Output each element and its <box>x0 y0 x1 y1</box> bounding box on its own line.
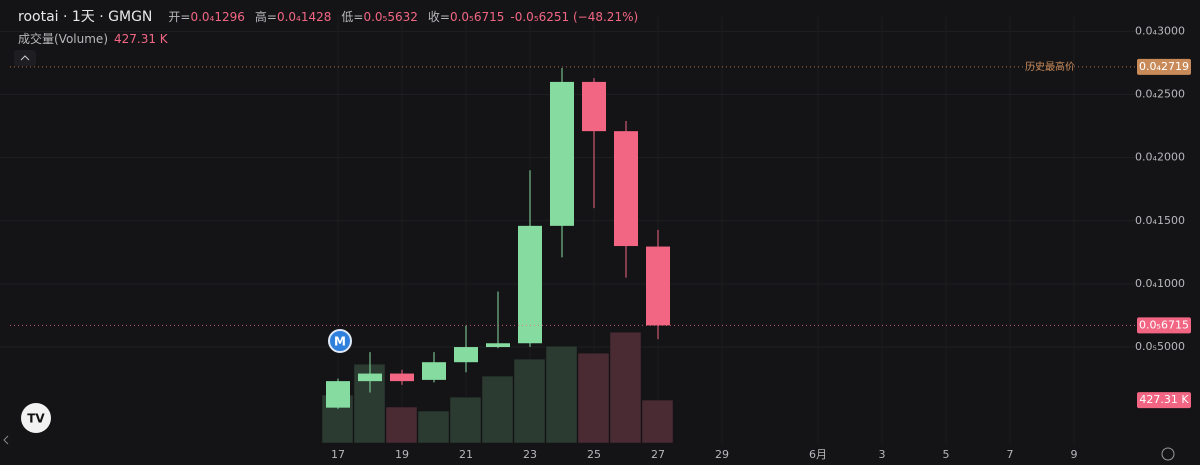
header-row: rootai · 1天 · GMGN 开= 0.0₄1296 高= 0.0₄1428 低=… <box>18 6 638 26</box>
price-badge <box>1137 58 1191 75</box>
y-tick-label: 0.0₄1000 <box>1135 277 1185 290</box>
candle-body <box>646 246 670 326</box>
y-tick-label: 0.0₄2500 <box>1135 88 1185 101</box>
volume-bar <box>577 352 610 444</box>
price-badge <box>1137 317 1191 334</box>
field-value: 0.0₅6715 <box>449 10 505 24</box>
price-badge-label: 0.0₅6715 <box>1139 318 1189 331</box>
candle-body <box>390 373 414 382</box>
volume-label: 成交量(Volume) <box>18 32 108 46</box>
field-value: 0.0₄1296 <box>190 10 245 24</box>
volume-badge-label: 427.31 K <box>1139 393 1189 406</box>
x-tick-label: 29 <box>715 448 729 461</box>
collapse-button[interactable] <box>14 50 36 66</box>
volume-bar <box>481 375 514 444</box>
overlay: 0.0₄3000 0.0₄2500 0.0₄2000 0.0₄1500 0.0₄1000… <box>10 24 1191 461</box>
marks <box>326 68 670 409</box>
x-tick-label: 6月 <box>809 448 827 461</box>
candle-body <box>518 225 542 344</box>
candle-body <box>326 381 350 408</box>
candle-body <box>454 347 478 363</box>
volume-bar <box>417 410 450 444</box>
candle-body <box>486 343 510 348</box>
price-line-text: 历史最高价 <box>1025 60 1075 73</box>
field-value: 0.0₅5632 <box>363 10 418 24</box>
x-tick-label: 17 <box>331 448 345 461</box>
volume-bar <box>609 331 642 444</box>
y-tick-label: 0.0₅5000 <box>1135 340 1185 353</box>
x-tick-label: 3 <box>879 448 886 461</box>
volume-bar <box>513 358 546 444</box>
x-tick-label: 27 <box>651 448 665 461</box>
x-tick-label: 25 <box>587 448 601 461</box>
price-badge-label: 0.0₄2719 <box>1139 60 1189 73</box>
change: -0.0₅6251 (−48.21%) <box>510 10 639 24</box>
y-tick-label: 0.0₄2000 <box>1135 151 1185 164</box>
volume-bar <box>385 406 418 444</box>
volume-value: 427.31 K <box>114 32 168 46</box>
y-tick-label: 0.0₄3000 <box>1135 24 1185 37</box>
x-tick-label: 19 <box>395 448 409 461</box>
candle-body <box>582 81 606 132</box>
volume-bar <box>545 345 578 444</box>
volume-badge <box>1137 392 1191 409</box>
header-row: 成交量(Volume) 427.31 K <box>18 30 638 47</box>
scroll-left[interactable] <box>3 435 9 445</box>
x-tick-label: 23 <box>523 448 537 461</box>
y-tick-label: 0.0₄1500 <box>1135 214 1185 227</box>
header: rootai · 1天 · GMGN 开= 0.0₄1296 高= 0.0₄1428 低=… <box>18 6 638 47</box>
collapse-icon <box>20 55 30 61</box>
logo-mark: TV <box>27 412 45 426</box>
field-label: 低= <box>341 10 364 24</box>
field-label: 收= <box>427 10 450 24</box>
field-value: 0.0₄1428 <box>276 10 332 24</box>
x-tick-label: 21 <box>459 448 473 461</box>
volume <box>321 331 674 444</box>
event-marker-letter: M <box>334 335 346 349</box>
logo <box>21 403 51 433</box>
field-label: 开= <box>168 10 191 24</box>
volume-bar <box>641 399 674 444</box>
volume-bar <box>449 396 482 444</box>
candle-body <box>358 373 382 382</box>
x-tick-label: 5 <box>943 448 950 461</box>
x-tick-label: 7 <box>1007 448 1014 461</box>
candle-body <box>614 131 638 247</box>
candle-body <box>422 362 446 380</box>
symbol: rootai · 1天 · GMGN <box>18 9 153 25</box>
candle-body <box>550 81 574 226</box>
x-tick-label: 9 <box>1071 448 1078 461</box>
field-label: 高= <box>254 10 277 24</box>
settings-icon[interactable] <box>1161 447 1175 461</box>
event-marker <box>328 329 352 353</box>
